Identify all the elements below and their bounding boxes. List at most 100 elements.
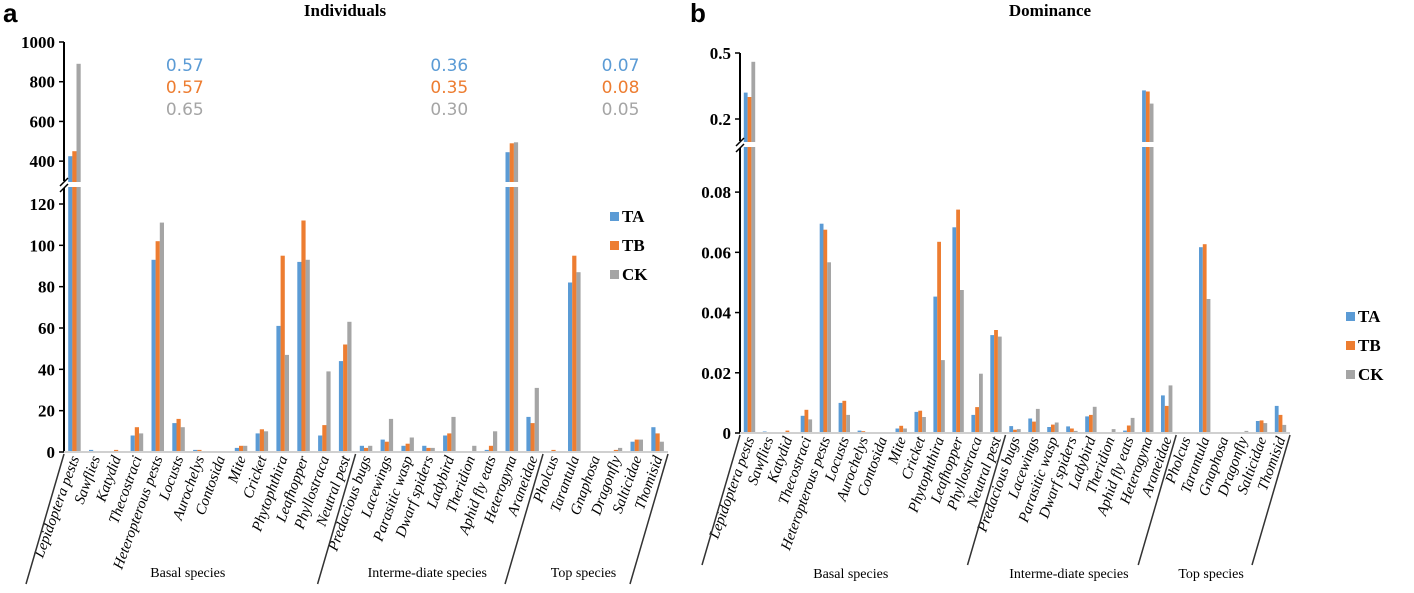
- panel-letter-a: a: [3, 0, 18, 28]
- bar-ck: [941, 360, 945, 433]
- bar-tb: [1259, 420, 1264, 433]
- bar-ck: [997, 336, 1002, 433]
- bar-ta: [1066, 426, 1070, 433]
- bar-ta: [857, 430, 862, 433]
- bar-ta: [1255, 421, 1260, 433]
- axes: [735, 53, 1294, 434]
- y-tick-label: 800: [30, 73, 56, 92]
- bar-ck: [472, 445, 477, 452]
- bar-ck: [284, 354, 289, 452]
- annotation-ta: 0.36: [430, 56, 468, 76]
- bar-ck: [1092, 406, 1097, 433]
- bar-tb: [899, 425, 904, 433]
- y-tick-label: 80: [38, 278, 55, 297]
- bar-ta: [651, 427, 656, 452]
- bar-tb: [842, 400, 847, 433]
- bar-ta: [743, 92, 748, 433]
- bar-ta: [68, 156, 73, 452]
- bar-ta: [1142, 90, 1146, 434]
- annotation-tb: 0.35: [430, 78, 468, 98]
- bar-ck: [76, 63, 81, 453]
- bar-ta: [443, 435, 448, 452]
- bar-ck: [922, 417, 926, 433]
- y-tick-label: 400: [30, 152, 56, 171]
- group-labels: Basal species Interme-diate species Top sp…: [25, 453, 669, 585]
- legend-swatch-ta: [1346, 312, 1355, 321]
- group-separator: [316, 453, 357, 585]
- legend-label-ck: CK: [1358, 365, 1384, 384]
- group-label: Basal species: [813, 567, 888, 582]
- y-tick-label: 60: [38, 319, 55, 338]
- bar-ta: [971, 414, 976, 433]
- annotation-ta: 0.57: [166, 56, 204, 76]
- bar-ck: [347, 321, 352, 452]
- group-separator: [504, 453, 544, 585]
- bar-ta: [1028, 418, 1033, 433]
- bar-tb: [1070, 428, 1074, 433]
- bar-ck: [493, 431, 498, 452]
- bar-tb: [509, 143, 514, 453]
- chart-title: Dominance: [1009, 1, 1092, 20]
- axis-break-mark: [59, 183, 69, 193]
- axis-break-gap: [60, 182, 672, 187]
- bar-tb: [239, 445, 244, 452]
- group-label: Interme-diate species: [368, 566, 487, 581]
- bar-ck: [139, 433, 144, 452]
- bar-tb: [785, 430, 790, 433]
- bar-ta: [359, 445, 364, 452]
- axis-break-mark: [735, 137, 745, 147]
- bar-ck: [751, 61, 756, 434]
- bar-tb: [1051, 424, 1055, 433]
- bar-ck: [1168, 385, 1173, 433]
- group-label: Top species: [1178, 567, 1244, 582]
- bar-tb: [1126, 425, 1131, 433]
- bar-tb: [975, 407, 979, 433]
- bar-tb: [747, 97, 752, 433]
- bar-ck: [368, 445, 373, 452]
- group-label: Interme-diate species: [1009, 567, 1128, 582]
- bar-tb: [343, 344, 348, 452]
- y-tick-label: 0.04: [701, 304, 731, 323]
- bar-tb: [1202, 244, 1207, 433]
- group-label: Top species: [551, 566, 617, 581]
- bar-ck: [263, 431, 269, 452]
- bar-ck: [808, 419, 813, 433]
- y-tick-label: 20: [38, 402, 55, 421]
- axis-break-gap: [736, 142, 1294, 147]
- group-separator: [701, 434, 741, 566]
- bar-ck: [326, 371, 331, 452]
- bar-ck: [159, 222, 164, 452]
- bar-tb: [301, 220, 306, 452]
- x-axis-labels: Lepidoptera pestsSawfliesKatydidThecostr…: [706, 434, 1289, 553]
- legend-label-ta: TA: [622, 207, 645, 226]
- bar-ck: [243, 445, 248, 452]
- bar-ta: [276, 325, 281, 452]
- bar-ta: [819, 223, 824, 433]
- annotation-ck: 0.65: [166, 100, 204, 120]
- bar-tb: [259, 429, 264, 452]
- bar-ta: [1085, 416, 1089, 433]
- bar-tb: [134, 427, 139, 452]
- bar-ck: [1244, 430, 1249, 433]
- bar-ck: [903, 428, 907, 433]
- bar-ck: [1016, 429, 1021, 433]
- bar-tb: [1032, 421, 1036, 433]
- bar-tb: [634, 439, 639, 452]
- bar-ck: [180, 427, 185, 452]
- bar-tb: [1164, 405, 1169, 433]
- bar-ta: [151, 259, 156, 452]
- bar-ck: [1130, 417, 1135, 433]
- bar-ck: [388, 418, 394, 452]
- bar-ck: [1111, 429, 1116, 433]
- y-tick-label: 0.06: [701, 243, 731, 262]
- y-tick-label: 0: [47, 443, 56, 462]
- legend-label-ck: CK: [622, 265, 648, 284]
- annotation-ck: 0.05: [602, 100, 640, 120]
- bar-tb: [918, 410, 923, 433]
- bar-ck: [1054, 422, 1059, 433]
- bar-ck: [1035, 408, 1040, 433]
- bar-tb: [426, 447, 431, 452]
- bar-tb: [197, 449, 202, 452]
- bars: [68, 63, 664, 453]
- bar-tb: [114, 449, 119, 452]
